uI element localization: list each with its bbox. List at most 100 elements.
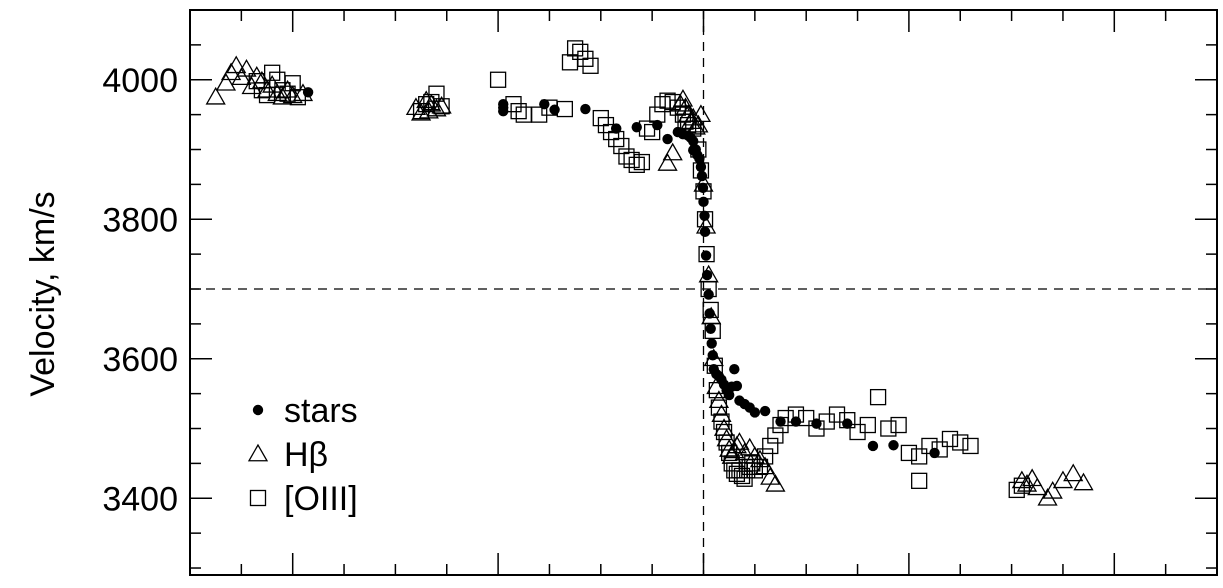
- oiii-point: [859, 416, 876, 434]
- star-point: [723, 389, 735, 401]
- star-point: [759, 405, 771, 417]
- hbeta-point: [1037, 487, 1058, 506]
- star-point: [688, 145, 699, 156]
- star-point: [688, 135, 699, 147]
- hbeta-point: [418, 100, 439, 119]
- hbeta-point: [215, 72, 237, 91]
- hbeta-point: [688, 114, 709, 133]
- data-points: [205, 40, 1094, 506]
- hbeta-point: [729, 432, 750, 450]
- oiii-point: [911, 448, 928, 465]
- y-axis-title: Velocity, km/s: [24, 191, 62, 396]
- y-tick-label: 4000: [102, 62, 178, 100]
- y-tick-label: 3600: [102, 341, 178, 379]
- y-tick-label: 3800: [102, 201, 178, 239]
- star-point: [790, 416, 802, 427]
- hbeta-point: [421, 93, 442, 112]
- oiii-point: [489, 71, 507, 88]
- oiii-point: [566, 40, 584, 57]
- hbeta-point: [708, 390, 730, 409]
- oiii-point: [890, 416, 907, 434]
- hbeta-point: [426, 98, 447, 117]
- y-tick-label: 3400: [102, 480, 178, 518]
- hbeta-point: [1027, 477, 1048, 496]
- series-hbeta: [205, 55, 1094, 506]
- star-point: [706, 338, 717, 349]
- star-point: [580, 103, 591, 115]
- hbeta-point: [672, 88, 694, 107]
- oiii-point: [613, 137, 630, 155]
- hbeta-point: [241, 76, 262, 95]
- oiii-point: [941, 430, 959, 448]
- hbeta-point: [220, 62, 242, 81]
- legend-label-stars: stars: [284, 392, 358, 430]
- hbeta-point: [262, 75, 283, 93]
- star-point: [867, 440, 879, 452]
- star-point: [652, 119, 663, 131]
- hbeta-point: [431, 95, 452, 114]
- star-point: [775, 416, 786, 427]
- legend-label-hbeta: Hβ: [284, 436, 328, 474]
- hbeta-point: [739, 437, 760, 456]
- oiii-point: [911, 472, 928, 489]
- hbeta-point: [657, 153, 678, 171]
- hbeta-point: [754, 456, 776, 475]
- star-point: [729, 364, 740, 375]
- hbeta-point: [251, 70, 273, 89]
- star-point: [699, 210, 710, 221]
- oiii-point: [900, 444, 918, 462]
- hbeta-point: [744, 446, 765, 464]
- oiii-point: [623, 151, 640, 169]
- hbeta-point: [1022, 468, 1043, 487]
- hbeta-point: [1052, 470, 1074, 489]
- oiii-point: [828, 406, 846, 423]
- oiii-point: [649, 106, 666, 123]
- hbeta-point: [1042, 480, 1063, 499]
- legend-marker-stars: [252, 404, 264, 416]
- oiii-point: [510, 102, 527, 120]
- hbeta-point: [256, 79, 278, 98]
- oiii-point: [698, 245, 715, 263]
- oiii-point: [515, 106, 532, 123]
- legend-label-oiii: [OIII]: [284, 480, 358, 518]
- star-point: [842, 418, 853, 429]
- star-point: [498, 105, 509, 117]
- legend-marker-hbeta: [247, 443, 269, 462]
- hbeta-point: [711, 404, 732, 422]
- star-point: [700, 250, 712, 261]
- hbeta-point: [1016, 474, 1038, 492]
- hbeta-point: [226, 55, 247, 74]
- oiii-point: [633, 153, 651, 171]
- star-point: [749, 407, 761, 418]
- star-point: [662, 133, 673, 145]
- oiii-point: [756, 448, 774, 465]
- hbeta-point: [675, 97, 696, 116]
- legend-marker-oiii: [249, 489, 267, 507]
- oiii-point: [1008, 481, 1025, 499]
- series-oiii: [248, 40, 1031, 499]
- oiii-point: [618, 148, 635, 165]
- star-point: [811, 418, 822, 429]
- oiii-point: [582, 57, 599, 74]
- star-point: [631, 121, 642, 133]
- series-stars: [302, 87, 940, 459]
- hbeta-point: [734, 442, 755, 461]
- hbeta-point: [719, 439, 740, 457]
- oiii-point: [561, 54, 579, 71]
- star-point: [549, 104, 560, 115]
- hbeta-point: [1073, 472, 1094, 491]
- star-point: [611, 123, 622, 134]
- star-point: [701, 269, 713, 281]
- star-point: [302, 87, 314, 98]
- oiii-point: [962, 437, 979, 455]
- oiii-point: [952, 434, 969, 451]
- hbeta-point: [677, 104, 699, 123]
- star-point: [888, 440, 899, 451]
- oiii-point: [869, 388, 887, 406]
- star-point: [704, 308, 715, 319]
- hbeta-point: [690, 104, 712, 123]
- star-point: [705, 323, 716, 334]
- hbeta-point: [765, 474, 786, 492]
- legend: stars Hβ [OIII]: [247, 392, 358, 518]
